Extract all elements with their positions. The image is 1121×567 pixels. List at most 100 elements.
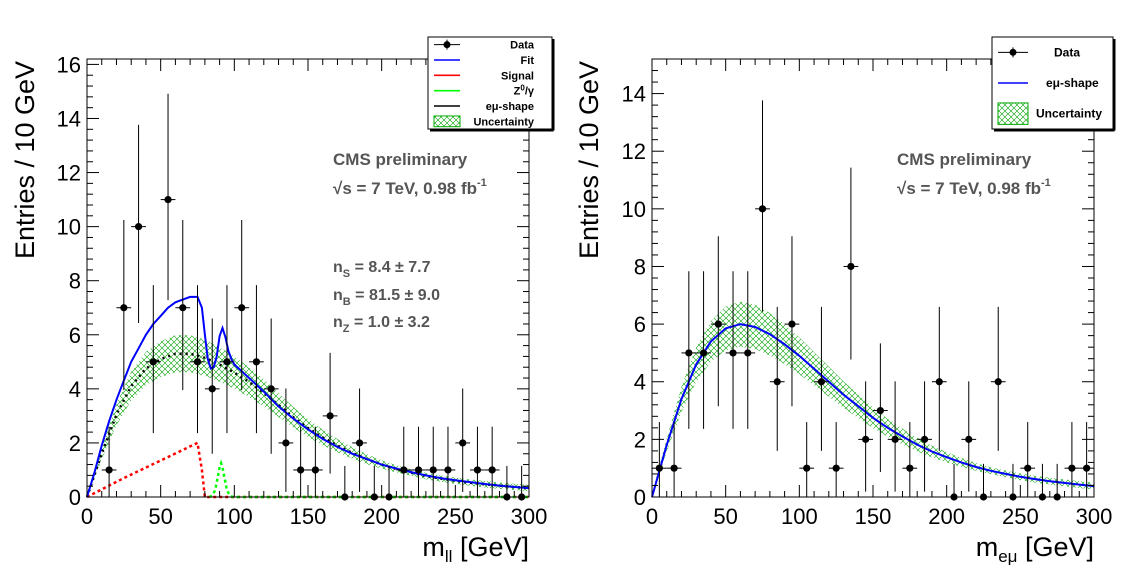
data-marker (193, 358, 202, 366)
legend-entry: eμ-shape (998, 76, 1099, 90)
emu-shape-curve (651, 323, 1095, 498)
y-axis-label: Entries / 10 GeV (10, 61, 40, 259)
data-point (455, 388, 471, 492)
data-point (828, 422, 844, 497)
data-point (681, 271, 697, 429)
data-point (946, 463, 962, 501)
legend-label: Data (1054, 45, 1080, 59)
data-point (1079, 422, 1094, 497)
data-marker (444, 466, 452, 474)
data-point (131, 124, 146, 323)
data-marker (803, 464, 811, 472)
data-point (293, 426, 308, 497)
y-tick-label: 10 (57, 215, 81, 240)
cms-preliminary-label: CMS preliminary (897, 150, 1032, 169)
data-marker (744, 349, 752, 357)
data-point (514, 465, 529, 501)
legend-entry: Signal (434, 70, 534, 82)
data-marker (297, 466, 305, 474)
y-tick-label: 14 (622, 82, 646, 107)
data-point (990, 306, 1006, 451)
data-marker (267, 385, 275, 393)
data-point (843, 167, 859, 360)
data-point (696, 271, 711, 429)
legend-box-swatch (997, 102, 1029, 125)
data-marker (714, 320, 722, 328)
legend-label: Z0/γ (514, 84, 535, 98)
data-marker (355, 439, 364, 447)
legend-label: Uncertainty (473, 116, 534, 128)
data-marker (149, 358, 157, 366)
chart-panel-1: 0 50 100 150 200 250 300 0 2 4 6 8 10 12 14 16 Entries /… (10, 36, 555, 566)
legend-label: eμ-shape (1046, 76, 1099, 90)
data-point (961, 381, 977, 492)
data-marker (862, 435, 870, 443)
data-marker (459, 439, 467, 447)
nz-label: nZ = 1.0 ± 3.2 (333, 314, 430, 335)
x-tick-label: 250 (1002, 504, 1039, 529)
data-marker (120, 304, 128, 312)
lumi-label: √s = 7 TeV, 0.98 fb-1 (333, 177, 487, 198)
data-marker (473, 466, 482, 474)
data-marker (655, 464, 663, 472)
data-marker (1068, 464, 1076, 472)
data-marker (223, 358, 231, 366)
y-tick-label: 6 (69, 323, 81, 348)
data-marker (429, 466, 437, 474)
data-point (116, 219, 132, 391)
data-marker (208, 385, 216, 393)
nb-label: nB = 81.5 ± 9.0 (333, 287, 440, 308)
x-tick-label: 300 (1076, 504, 1113, 529)
data-point (352, 388, 367, 492)
legend-entry: Data (998, 45, 1080, 59)
data-point (278, 388, 294, 492)
data-point (1064, 422, 1080, 497)
data-point (755, 100, 770, 312)
data-point (1005, 463, 1021, 501)
y-tick-label: 8 (634, 254, 646, 279)
x-tick-label: 50 (148, 504, 172, 529)
data-marker (282, 439, 290, 447)
data-marker (105, 466, 113, 474)
legend-box-swatch (433, 115, 461, 128)
data-marker (685, 349, 693, 357)
data-point (484, 426, 500, 497)
data-point (249, 285, 264, 434)
data-marker (906, 464, 914, 472)
data-point (710, 236, 726, 407)
data-marker (788, 320, 796, 328)
data-point (337, 465, 353, 501)
legend-label: Signal (501, 70, 534, 82)
x-axis-label: meμ [GeV] (976, 532, 1094, 566)
data-marker (1024, 464, 1032, 472)
data-point (725, 271, 741, 429)
data-point (873, 343, 888, 472)
legend-marker-dot (1009, 48, 1017, 56)
cms-preliminary-label: CMS preliminary (333, 150, 468, 169)
chart-panel-2: 0 50 100 150 200 250 300 0 2 4 6 8 10 12 14 Entries / 1… (574, 36, 1116, 566)
data-marker (876, 406, 884, 415)
data-marker (311, 466, 319, 474)
x-tick-label: 0 (81, 504, 93, 529)
legend-label: eμ-shape (486, 101, 534, 113)
data-point (396, 426, 412, 497)
uncertainty-band (652, 301, 1094, 497)
y-tick-label: 14 (57, 106, 81, 131)
data-point (308, 426, 323, 497)
x-tick-label: 50 (713, 504, 737, 529)
legend-entry: Data (434, 39, 535, 52)
data-marker (164, 195, 172, 204)
data-point (931, 306, 947, 451)
x-tick-label: 0 (646, 504, 658, 529)
data-point (799, 422, 815, 497)
legend-marker-dot (443, 41, 451, 49)
data-marker (729, 349, 737, 357)
data-point (887, 381, 903, 492)
data-marker (326, 412, 334, 420)
data-marker (891, 435, 899, 443)
data-marker (134, 223, 143, 231)
data-marker (252, 358, 261, 366)
data-marker (817, 378, 826, 386)
x-tick-label: 150 (290, 504, 327, 529)
